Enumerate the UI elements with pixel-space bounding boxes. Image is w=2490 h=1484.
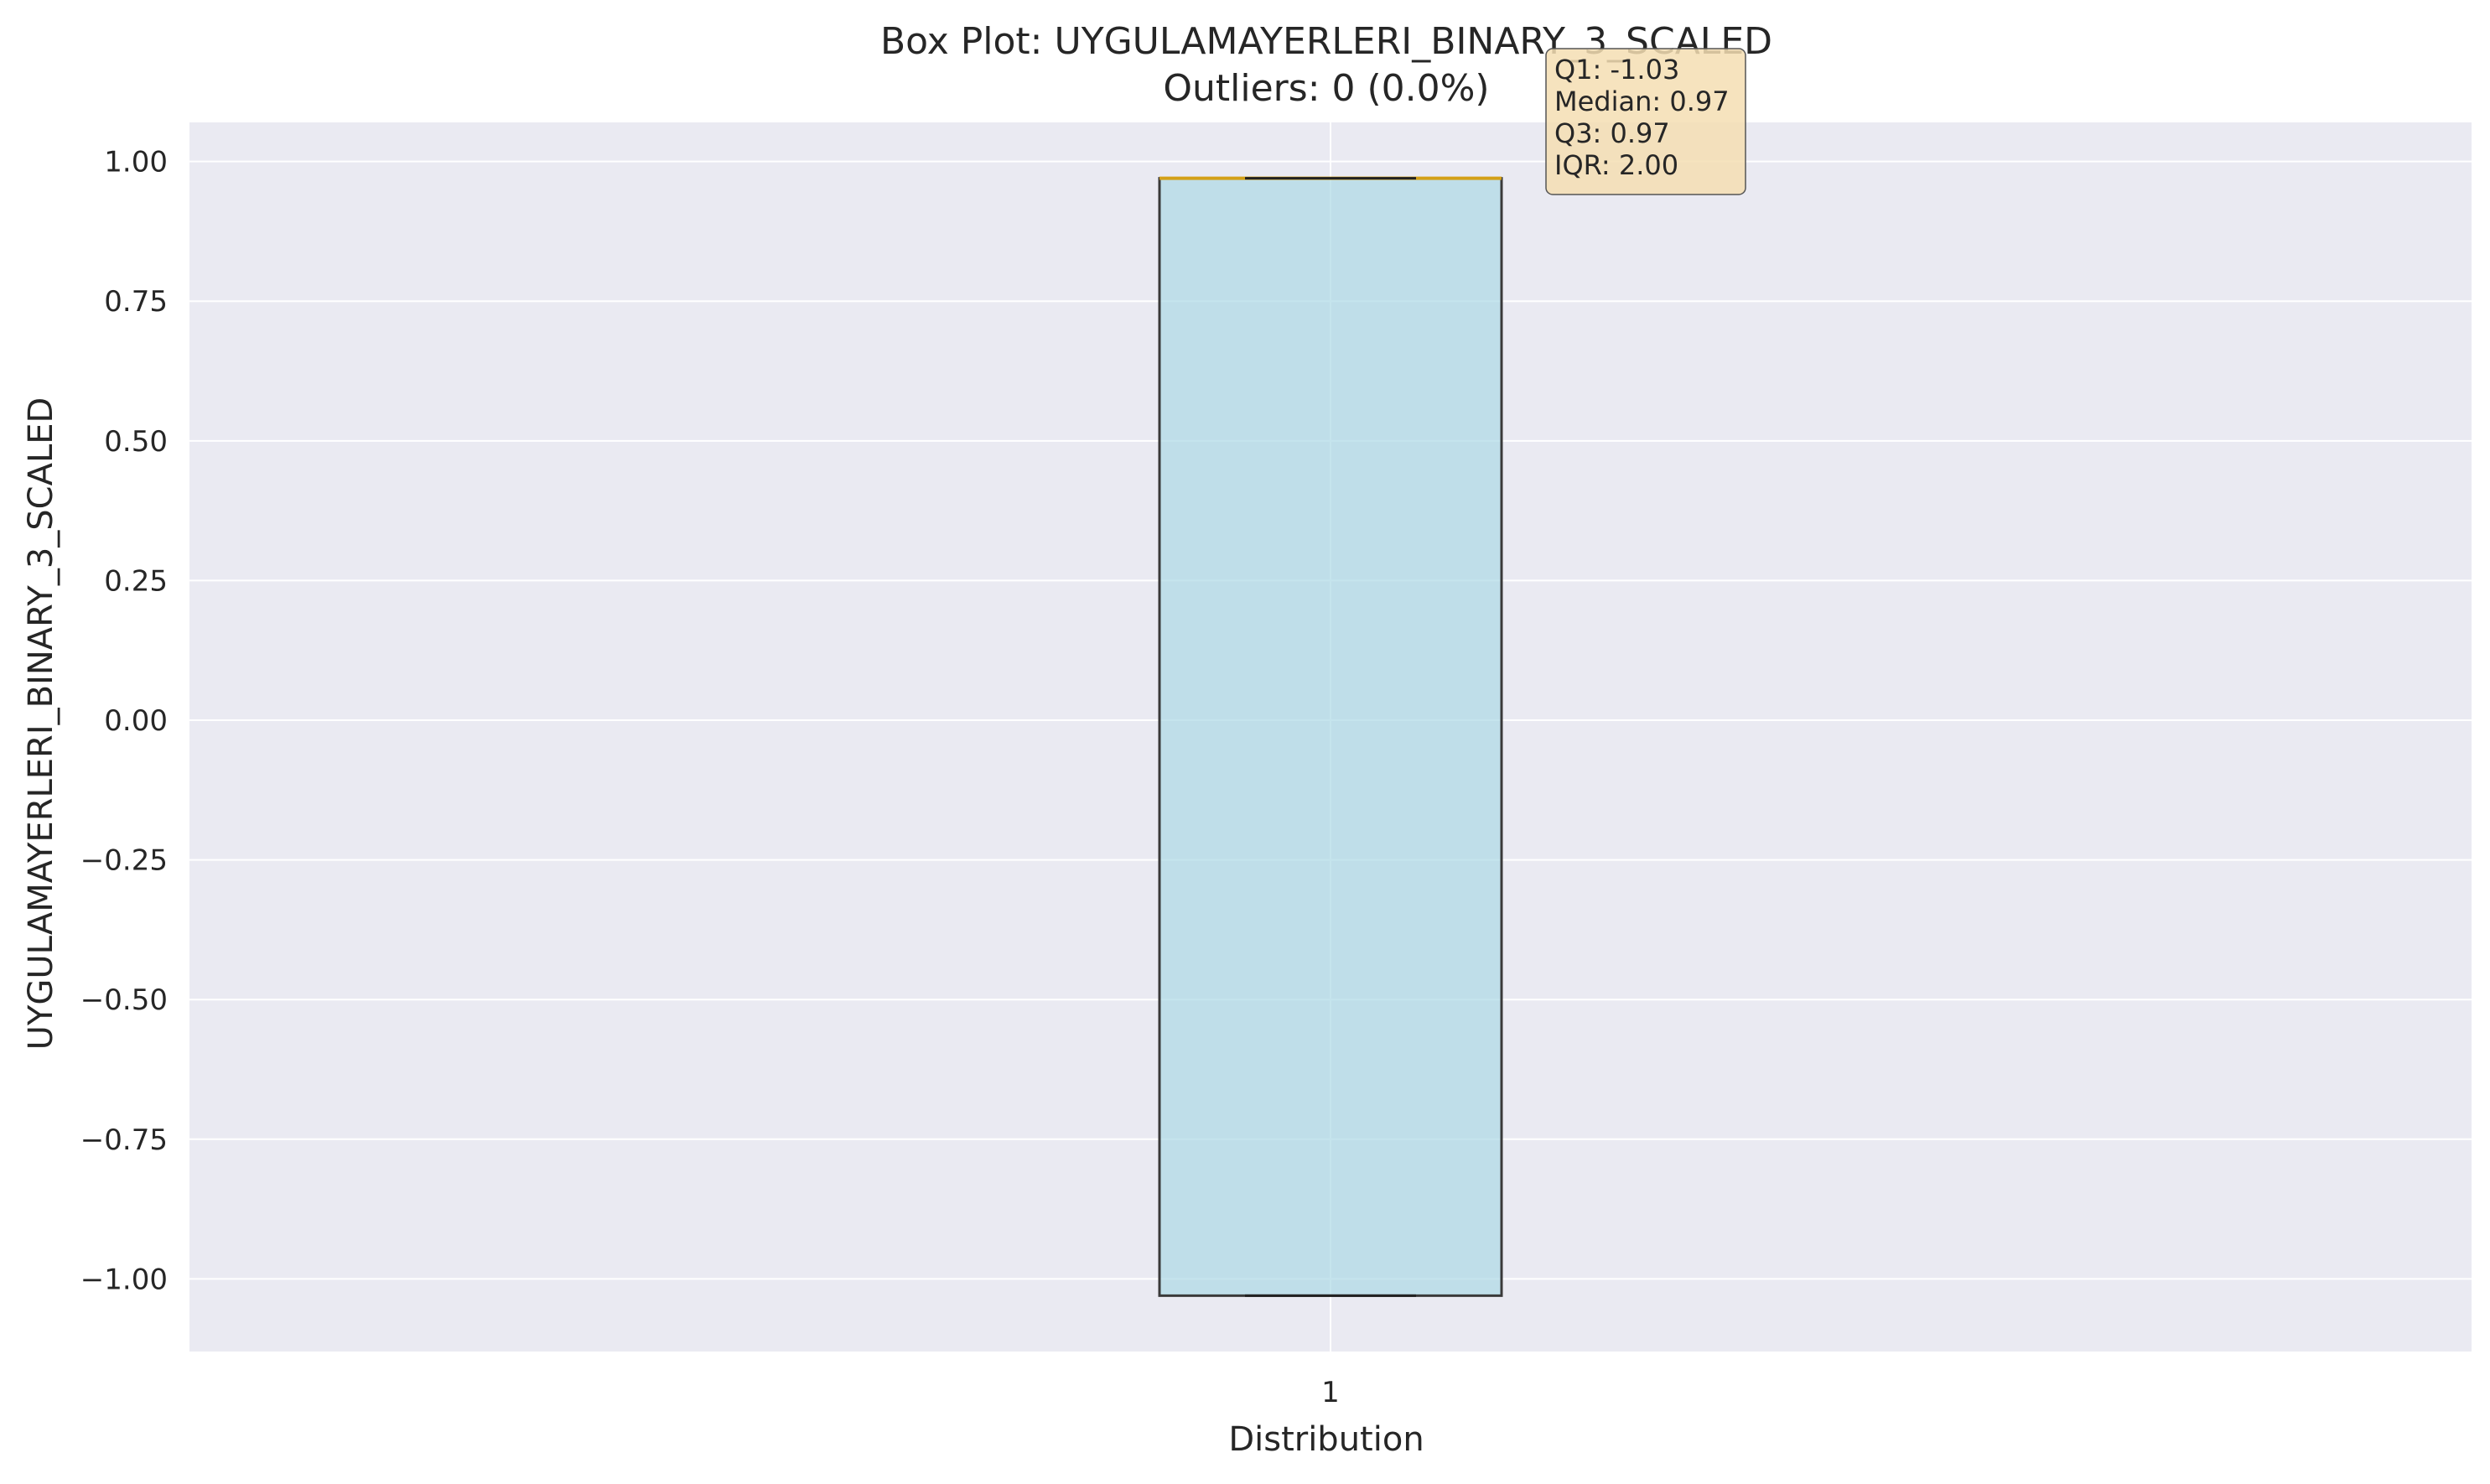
y-tick-label: 1.00 [104,146,168,179]
y-tick-label: 0.25 [104,564,168,598]
y-tick-label: −0.50 [80,983,168,1017]
y-tick-label: −1.00 [80,1263,168,1296]
x-axis-label: Distribution [1228,1420,1424,1459]
x-tick-label: 1 [1321,1376,1340,1409]
stats-line: Q1: -1.03 [1554,54,1679,86]
y-tick-label: 0.00 [104,704,168,738]
stats-line: Q3: 0.97 [1554,117,1670,149]
y-axis-label: UYGULAMAYERLERI_BINARY_3_SCALED [22,397,60,1051]
y-tick-label: −0.75 [80,1123,168,1157]
stats-box-background [1545,48,1746,195]
chart-marks [1158,176,1503,1297]
y-tick-label: 0.75 [104,285,168,319]
chart-subtitle: Outliers: 0 (0.0%) [1163,67,1489,110]
stats-line: IQR: 2.00 [1554,149,1678,181]
y-tick-label: −0.25 [80,844,168,878]
axes: 1.00 0.75 0.50 0.25 0.00 −0.25 −0.50 −0.75 −1.00… [80,146,1340,1409]
box-iqr [1158,177,1503,1297]
stats-line: Median: 0.97 [1554,86,1730,117]
y-tick-label: 0.50 [104,425,168,459]
